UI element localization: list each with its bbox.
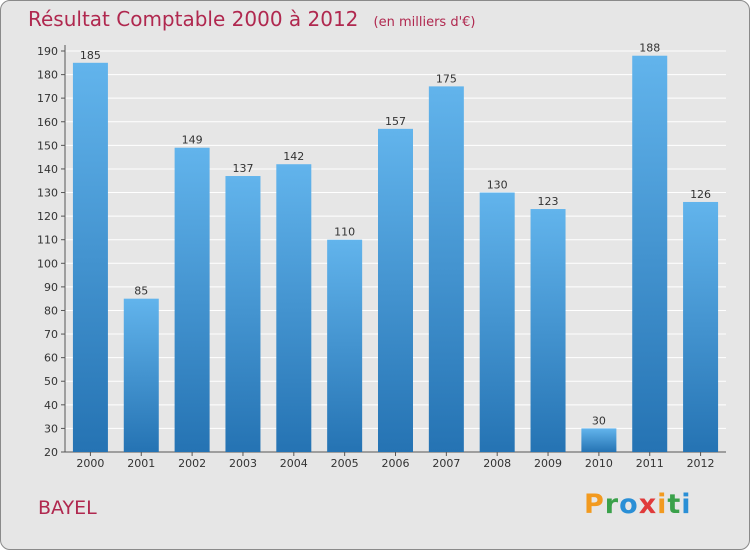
x-tick-label: 2007 [432,457,460,470]
y-tick-label: 50 [44,375,58,388]
chart-title: Résultat Comptable 2000 à 2012 [28,7,359,31]
y-tick-label: 100 [37,257,58,270]
x-tick-label: 2006 [382,457,410,470]
y-tick-label: 140 [37,163,58,176]
bar-value-label: 123 [538,195,559,208]
x-tick-label: 2009 [534,457,562,470]
y-tick-label: 60 [44,352,58,365]
x-tick-label: 2005 [331,457,359,470]
y-tick-label: 110 [37,234,58,247]
x-tick-label: 2010 [585,457,613,470]
bar [632,55,668,452]
x-tick-label: 2004 [280,457,308,470]
bar [530,209,566,452]
y-tick-label: 20 [44,446,58,459]
chart-header: Résultat Comptable 2000 à 2012 (en milli… [28,7,475,31]
chart-subtitle: (en milliers d'€) [373,15,476,30]
y-tick-label: 150 [37,139,58,152]
y-tick-label: 40 [44,399,58,412]
bar-value-label: 149 [182,134,203,147]
bar-value-label: 185 [80,49,101,62]
y-tick-label: 130 [37,187,58,200]
logo-letter: r [604,489,620,520]
bar-value-label: 157 [385,115,406,128]
bar-value-label: 188 [639,42,660,55]
y-tick-label: 190 [37,45,58,58]
x-tick-label: 2001 [127,457,155,470]
x-tick-label: 2011 [636,457,664,470]
y-tick-label: 30 [44,422,58,435]
place-name: BAYEL [38,497,97,519]
x-tick-label: 2012 [687,457,715,470]
logo-letter: o [619,489,639,520]
bar [276,164,312,453]
y-tick-label: 80 [44,304,58,317]
bar [327,239,363,452]
bar [581,428,617,452]
bar [479,192,515,452]
y-tick-label: 160 [37,116,58,129]
y-tick-label: 120 [37,210,58,223]
bar-value-label: 137 [232,162,253,175]
bar-value-label: 85 [134,285,148,298]
bar [123,298,159,452]
y-tick-label: 170 [37,92,58,105]
bar [225,176,261,453]
bar-value-label: 110 [334,226,355,239]
bar-value-label: 30 [592,414,606,427]
x-tick-label: 2002 [178,457,206,470]
logo-letter: x [638,489,658,520]
logo-letter: t [667,489,682,520]
bar [72,62,108,452]
x-tick-label: 2003 [229,457,257,470]
logo-letter: i [657,489,668,520]
proxiti-logo: Proxiti [584,489,692,520]
bar-value-label: 130 [487,179,508,192]
bar [428,86,464,452]
bar-value-label: 175 [436,72,457,85]
y-tick-label: 70 [44,328,58,341]
bar [683,201,719,452]
bar-value-label: 126 [690,188,711,201]
y-tick-label: 180 [37,69,58,82]
logo-letter: P [584,489,605,520]
y-tick-label: 90 [44,281,58,294]
bar [378,128,413,452]
x-tick-label: 2000 [76,457,104,470]
logo-letter: i [681,489,692,520]
bar [174,147,210,452]
x-tick-label: 2008 [483,457,511,470]
bar-value-label: 142 [283,150,304,163]
